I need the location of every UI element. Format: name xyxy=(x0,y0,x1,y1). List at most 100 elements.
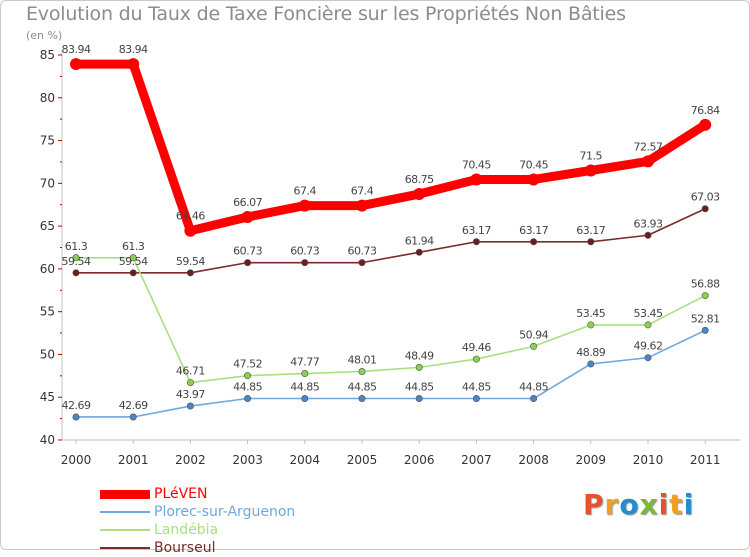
data-label: 59.54 xyxy=(176,255,205,268)
series-line-1 xyxy=(75,329,707,418)
y-tick-label: 60 xyxy=(40,262,55,276)
data-label: 59.54 xyxy=(119,255,148,268)
legend-item: Landébia xyxy=(100,521,295,539)
data-label: 44.85 xyxy=(405,381,434,394)
x-tick-label: 2009 xyxy=(576,453,607,467)
data-point xyxy=(642,155,654,168)
data-point xyxy=(244,395,252,403)
data-point xyxy=(244,259,252,267)
data-label: 43.97 xyxy=(176,388,205,401)
data-point xyxy=(356,199,368,212)
data-label: 47.52 xyxy=(233,358,262,371)
data-point xyxy=(186,269,194,277)
data-point xyxy=(129,269,137,277)
data-label: 70.45 xyxy=(519,158,548,171)
data-point xyxy=(530,395,538,403)
data-label: 42.69 xyxy=(62,399,91,412)
data-label: 48.01 xyxy=(348,353,377,366)
data-point xyxy=(358,367,366,375)
y-tick-label: 55 xyxy=(40,305,55,319)
x-tick-label: 2008 xyxy=(518,453,549,467)
data-label: 53.45 xyxy=(634,307,663,320)
chart-title: Evolution du Taux de Taxe Foncière sur l… xyxy=(26,3,626,25)
legend-swatch xyxy=(100,547,150,549)
legend-label: Landébia xyxy=(154,522,219,538)
data-label: 49.62 xyxy=(634,340,663,353)
y-unit-label: (en %) xyxy=(26,29,63,42)
data-label: 66.07 xyxy=(233,196,262,209)
data-point xyxy=(587,360,595,368)
data-label: 60.73 xyxy=(290,245,319,258)
legend-item: Bourseul xyxy=(100,539,295,557)
data-label: 52.81 xyxy=(691,312,720,325)
data-label: 63.17 xyxy=(462,224,491,237)
y-tick-label: 85 xyxy=(40,48,55,62)
x-tick-label: 2006 xyxy=(404,453,435,467)
series-line-2 xyxy=(75,256,707,384)
x-tick-label: 2010 xyxy=(633,453,664,467)
data-label: 44.85 xyxy=(519,381,548,394)
data-point xyxy=(186,379,194,387)
data-point xyxy=(186,402,194,410)
data-label: 44.85 xyxy=(462,381,491,394)
y-tick-label: 45 xyxy=(40,390,55,404)
data-label: 61.94 xyxy=(405,234,434,247)
data-label: 44.85 xyxy=(290,381,319,394)
data-label: 63.93 xyxy=(634,217,663,230)
legend-item: PLéVEN xyxy=(100,485,295,503)
data-point xyxy=(301,370,309,378)
data-point xyxy=(72,269,80,277)
legend-swatch xyxy=(100,511,150,513)
data-point xyxy=(699,118,712,131)
data-label: 56.88 xyxy=(691,278,720,291)
data-point xyxy=(244,372,252,380)
legend-label: PLéVEN xyxy=(154,486,208,502)
data-point xyxy=(184,224,197,237)
data-label: 44.85 xyxy=(233,381,262,394)
data-point xyxy=(644,354,652,362)
y-tick-label: 40 xyxy=(40,433,55,447)
data-point xyxy=(358,259,366,267)
data-point xyxy=(415,363,423,371)
data-label: 83.94 xyxy=(119,43,148,56)
data-label: 70.45 xyxy=(462,158,491,171)
data-label: 48.49 xyxy=(405,349,434,362)
data-point xyxy=(472,395,480,403)
x-tick-label: 2003 xyxy=(232,453,263,467)
data-point xyxy=(701,292,709,300)
y-tick-label: 50 xyxy=(40,347,55,361)
data-label: 71.5 xyxy=(580,150,603,163)
data-point xyxy=(644,321,652,329)
data-point xyxy=(413,188,426,201)
data-label: 61.3 xyxy=(122,240,145,253)
data-point xyxy=(530,342,538,350)
data-label: 63.17 xyxy=(519,224,548,237)
legend-swatch xyxy=(100,529,150,531)
data-label: 64.46 xyxy=(176,210,205,223)
data-point xyxy=(472,238,480,246)
data-point xyxy=(415,248,423,256)
data-label: 47.77 xyxy=(290,356,319,369)
data-point xyxy=(298,199,311,212)
x-tick-label: 2005 xyxy=(347,453,378,467)
data-point xyxy=(70,58,82,71)
data-point xyxy=(415,395,423,403)
x-tick-label: 2000 xyxy=(61,453,92,467)
data-label: 72.57 xyxy=(634,140,663,153)
data-point xyxy=(301,395,309,403)
data-label: 76.84 xyxy=(691,104,720,117)
data-label: 60.73 xyxy=(348,245,377,258)
data-label: 67.4 xyxy=(351,185,374,198)
data-label: 44.85 xyxy=(348,381,377,394)
data-point xyxy=(701,205,709,213)
data-label: 48.89 xyxy=(576,346,605,359)
series-line-0 xyxy=(71,59,710,236)
legend-item: Plorec-sur-Arguenon xyxy=(100,503,295,521)
data-point xyxy=(72,254,80,262)
x-tick-label: 2001 xyxy=(118,453,149,467)
data-label: 83.94 xyxy=(62,43,91,56)
legend-swatch xyxy=(100,489,150,499)
data-point xyxy=(129,413,137,421)
x-tick-label: 2007 xyxy=(461,453,492,467)
data-point xyxy=(644,231,652,239)
